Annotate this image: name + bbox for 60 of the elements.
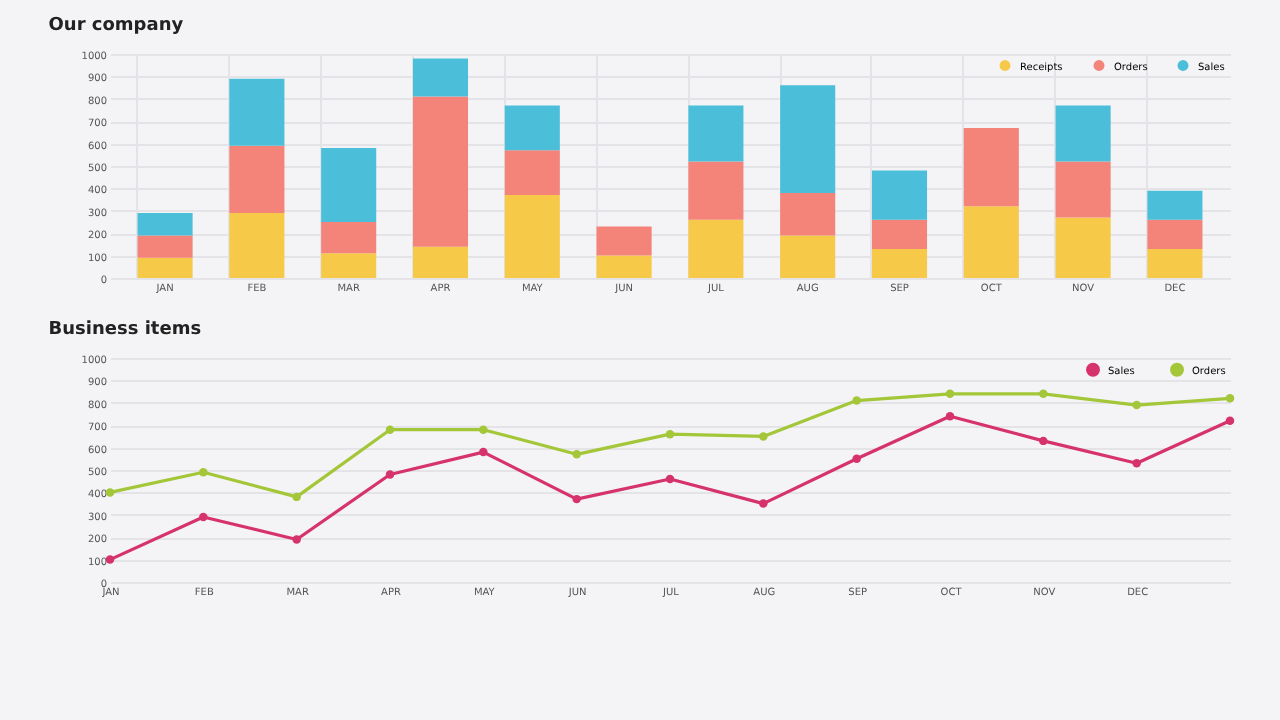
chart-title: Our company xyxy=(48,16,184,36)
point xyxy=(385,470,395,479)
bar xyxy=(688,105,744,162)
point xyxy=(1225,394,1235,403)
bar xyxy=(412,246,469,278)
bar xyxy=(1147,190,1203,220)
point xyxy=(292,535,301,544)
point xyxy=(1132,459,1141,468)
point xyxy=(665,474,675,484)
bar xyxy=(137,235,193,258)
point xyxy=(572,494,581,504)
bar xyxy=(963,206,1019,278)
bar xyxy=(412,96,469,247)
point xyxy=(1039,389,1048,399)
point xyxy=(759,432,768,441)
bar xyxy=(1055,105,1111,162)
point xyxy=(292,492,301,502)
bar xyxy=(688,161,744,220)
bar xyxy=(871,219,928,249)
point xyxy=(479,425,488,434)
bar xyxy=(1055,161,1111,218)
bar xyxy=(321,253,377,278)
bar xyxy=(596,255,652,278)
point xyxy=(945,412,955,421)
bar xyxy=(780,85,836,193)
bar xyxy=(137,257,193,278)
bar xyxy=(229,213,285,278)
bar xyxy=(871,170,928,220)
bar xyxy=(412,58,469,97)
point xyxy=(479,447,488,457)
point xyxy=(945,389,955,399)
point xyxy=(665,429,675,439)
point xyxy=(199,512,208,522)
point xyxy=(759,499,768,508)
bar xyxy=(504,150,560,196)
point xyxy=(385,425,395,434)
bar xyxy=(229,145,285,214)
chart-title: Business items xyxy=(48,320,202,340)
bar xyxy=(1147,248,1203,278)
bar xyxy=(688,219,744,278)
bar xyxy=(871,248,928,278)
point xyxy=(852,396,861,405)
bar xyxy=(780,192,836,236)
bar xyxy=(229,78,285,146)
point xyxy=(1132,400,1141,410)
bar xyxy=(596,226,652,256)
bar xyxy=(321,148,377,222)
bar xyxy=(137,213,193,236)
point xyxy=(1039,436,1048,446)
point xyxy=(852,454,861,464)
bar xyxy=(504,195,560,278)
bar xyxy=(963,127,1019,207)
bar xyxy=(504,105,560,151)
bar xyxy=(1147,219,1203,249)
point xyxy=(199,468,208,477)
bar xyxy=(321,222,377,254)
bar xyxy=(780,235,836,278)
point xyxy=(1225,416,1235,425)
point xyxy=(572,450,581,459)
bar xyxy=(1055,217,1111,278)
